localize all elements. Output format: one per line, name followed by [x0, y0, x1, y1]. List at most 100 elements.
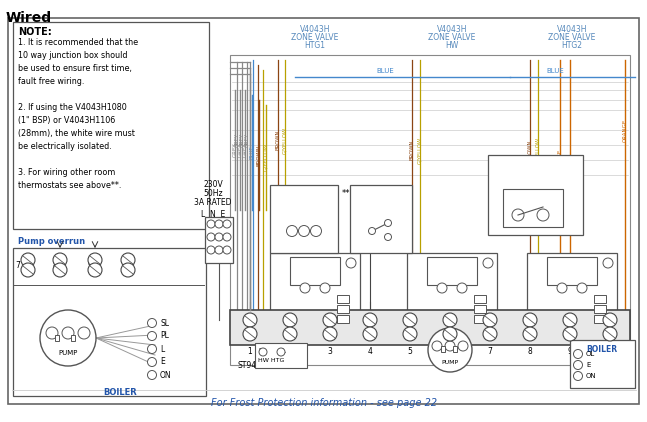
Text: Pump overrun: Pump overrun	[18, 237, 85, 246]
Text: L  N  E: L N E	[201, 210, 225, 219]
Bar	[474, 295, 486, 303]
Text: be used to ensure first time,: be used to ensure first time,	[18, 64, 132, 73]
Text: ZONE VALVE: ZONE VALVE	[291, 33, 338, 42]
Text: G/YELLOW: G/YELLOW	[283, 127, 287, 154]
Circle shape	[207, 220, 215, 228]
Text: T6360B: T6360B	[288, 191, 320, 200]
Text: ORANGE: ORANGE	[567, 163, 573, 187]
Circle shape	[148, 332, 157, 341]
Circle shape	[384, 219, 391, 227]
Text: GREY: GREY	[239, 133, 245, 147]
Text: MOTOR: MOTOR	[560, 268, 584, 273]
Circle shape	[215, 233, 223, 241]
Text: OL: OL	[586, 351, 595, 357]
Text: MOTOR: MOTOR	[303, 268, 327, 273]
Circle shape	[458, 341, 468, 351]
Circle shape	[573, 349, 582, 359]
Circle shape	[603, 313, 617, 327]
Bar	[503, 189, 563, 227]
Text: G/YELLOW: G/YELLOW	[536, 136, 540, 164]
Text: (28mm), the white wire must: (28mm), the white wire must	[18, 129, 135, 138]
Circle shape	[40, 310, 96, 366]
Text: 8: 8	[52, 260, 57, 270]
Text: Wired: Wired	[6, 11, 52, 25]
Circle shape	[483, 313, 497, 327]
Bar	[13, 22, 209, 229]
Text: STAT.: STAT.	[373, 209, 389, 214]
Bar	[594, 305, 606, 313]
Text: ST9400A/C: ST9400A/C	[237, 360, 279, 369]
Text: CYLINDER: CYLINDER	[366, 201, 397, 206]
Text: L: L	[281, 348, 285, 354]
Circle shape	[298, 225, 309, 236]
Text: CM900 SERIES: CM900 SERIES	[513, 159, 558, 164]
Circle shape	[78, 327, 90, 339]
Bar	[488, 155, 583, 235]
Text: BOILER: BOILER	[586, 345, 618, 354]
Text: V4043H: V4043H	[300, 25, 330, 34]
Bar	[427, 257, 477, 285]
Text: ON: ON	[160, 371, 171, 379]
Text: V4043H: V4043H	[557, 25, 587, 34]
Bar	[407, 253, 497, 328]
Bar	[255, 343, 307, 368]
Text: 10: 10	[120, 260, 129, 270]
Circle shape	[148, 357, 157, 366]
Text: (1" BSP) or V4043H1106: (1" BSP) or V4043H1106	[18, 116, 115, 125]
Circle shape	[223, 246, 231, 254]
Circle shape	[323, 327, 337, 341]
Text: BOILER: BOILER	[103, 388, 137, 397]
Text: 3. For wiring other room: 3. For wiring other room	[18, 168, 115, 177]
Bar	[270, 253, 360, 328]
Bar	[337, 315, 349, 323]
Text: HTG2: HTG2	[562, 41, 582, 50]
Text: ZONE VALVE: ZONE VALVE	[428, 33, 476, 42]
Circle shape	[437, 283, 447, 293]
Circle shape	[53, 263, 67, 277]
Circle shape	[346, 258, 356, 268]
Bar	[290, 257, 340, 285]
Circle shape	[223, 233, 231, 241]
Bar	[13, 248, 206, 396]
Text: E: E	[66, 330, 70, 335]
Circle shape	[215, 220, 223, 228]
Text: 9: 9	[567, 347, 573, 356]
Text: BROWN: BROWN	[276, 130, 281, 150]
Text: MOTOR: MOTOR	[440, 268, 464, 273]
Text: GREY: GREY	[232, 143, 237, 157]
Text: STAT.: STAT.	[527, 177, 543, 182]
Circle shape	[88, 253, 102, 267]
Circle shape	[384, 233, 391, 241]
Circle shape	[563, 313, 577, 327]
Text: HW HTG: HW HTG	[258, 358, 285, 363]
Circle shape	[148, 371, 157, 379]
Bar	[55, 335, 59, 341]
Text: 6: 6	[448, 347, 452, 356]
Text: PUMP: PUMP	[441, 360, 459, 365]
Circle shape	[46, 327, 58, 339]
Circle shape	[563, 327, 577, 341]
Text: BROWN: BROWN	[410, 140, 415, 160]
Bar	[350, 185, 412, 253]
Text: ROOM STAT.: ROOM STAT.	[285, 201, 323, 206]
Circle shape	[88, 263, 102, 277]
Circle shape	[445, 341, 455, 351]
Circle shape	[483, 327, 497, 341]
Bar	[71, 335, 75, 341]
Text: 3: 3	[327, 347, 333, 356]
Text: 1: 1	[248, 347, 252, 356]
Text: N: N	[50, 330, 54, 335]
Circle shape	[243, 313, 257, 327]
Circle shape	[215, 246, 223, 254]
Circle shape	[512, 209, 524, 221]
Circle shape	[457, 283, 467, 293]
Circle shape	[283, 327, 297, 341]
Text: 50Hz: 50Hz	[203, 189, 223, 198]
Text: V4043H: V4043H	[437, 25, 467, 34]
Text: GREY: GREY	[234, 133, 239, 147]
Circle shape	[523, 313, 537, 327]
Text: ORANGE: ORANGE	[558, 149, 562, 172]
Bar	[337, 305, 349, 313]
Circle shape	[363, 327, 377, 341]
Bar	[205, 217, 233, 263]
